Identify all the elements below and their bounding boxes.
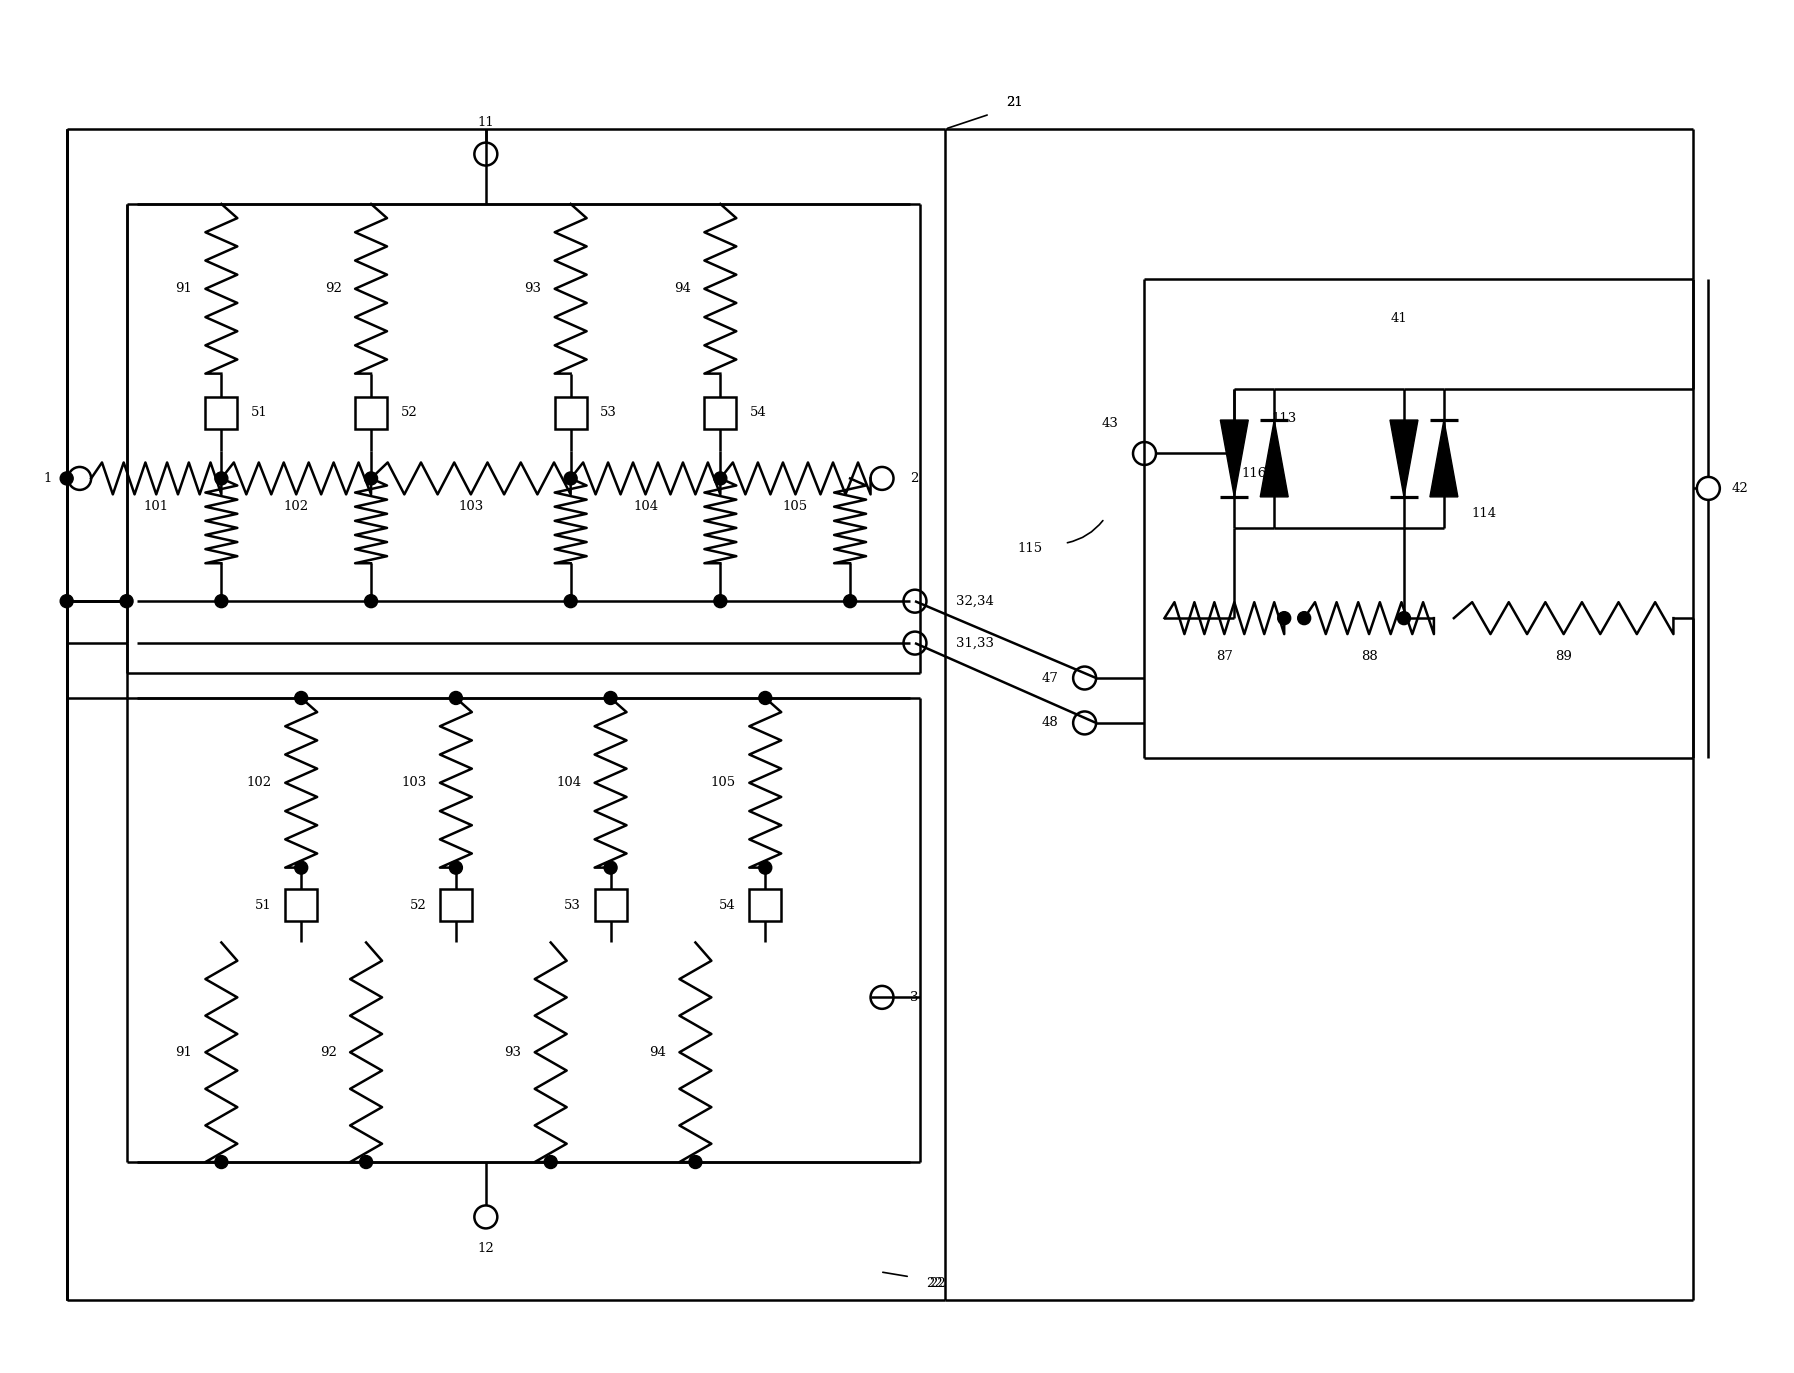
Text: 103: 103 bbox=[402, 776, 427, 789]
Text: 102: 102 bbox=[283, 500, 309, 514]
Text: 93: 93 bbox=[504, 1046, 522, 1059]
Circle shape bbox=[759, 861, 771, 875]
Circle shape bbox=[689, 1156, 701, 1168]
Text: 101: 101 bbox=[144, 500, 169, 514]
Text: 2: 2 bbox=[910, 472, 919, 485]
Text: 41: 41 bbox=[1390, 312, 1406, 325]
Circle shape bbox=[61, 595, 74, 608]
Polygon shape bbox=[1220, 420, 1249, 497]
Text: 93: 93 bbox=[524, 283, 542, 295]
Text: 104: 104 bbox=[556, 776, 581, 789]
Circle shape bbox=[294, 692, 309, 704]
Text: 22: 22 bbox=[926, 1277, 944, 1291]
Circle shape bbox=[450, 861, 463, 875]
Text: 104: 104 bbox=[633, 500, 658, 514]
Circle shape bbox=[563, 472, 578, 485]
Text: 115: 115 bbox=[1017, 542, 1042, 555]
Text: 92: 92 bbox=[325, 283, 341, 295]
Text: 43: 43 bbox=[1102, 417, 1118, 430]
Circle shape bbox=[364, 595, 377, 608]
Circle shape bbox=[215, 595, 228, 608]
Circle shape bbox=[544, 1156, 558, 1168]
Text: 47: 47 bbox=[1041, 671, 1058, 685]
Bar bbox=[594, 890, 626, 921]
Bar bbox=[554, 397, 587, 428]
Polygon shape bbox=[1259, 420, 1288, 497]
Text: 54: 54 bbox=[750, 406, 766, 419]
Text: 1: 1 bbox=[43, 472, 52, 485]
Text: 89: 89 bbox=[1555, 649, 1572, 663]
Circle shape bbox=[215, 472, 228, 485]
Text: 116: 116 bbox=[1241, 467, 1267, 481]
Circle shape bbox=[364, 472, 377, 485]
Polygon shape bbox=[1430, 420, 1459, 497]
Bar bbox=[355, 397, 388, 428]
Text: 94: 94 bbox=[675, 283, 691, 295]
Text: 88: 88 bbox=[1360, 649, 1378, 663]
Text: 114: 114 bbox=[1471, 507, 1496, 520]
Text: 12: 12 bbox=[477, 1243, 493, 1255]
Text: 51: 51 bbox=[251, 406, 267, 419]
Text: 52: 52 bbox=[409, 898, 427, 912]
Text: 113: 113 bbox=[1272, 412, 1297, 426]
Text: 11: 11 bbox=[477, 115, 493, 129]
Circle shape bbox=[605, 861, 617, 875]
Circle shape bbox=[759, 692, 771, 704]
Text: 42: 42 bbox=[1731, 482, 1749, 494]
Text: 102: 102 bbox=[248, 776, 273, 789]
Circle shape bbox=[450, 692, 463, 704]
Text: 21: 21 bbox=[1006, 96, 1023, 108]
Circle shape bbox=[563, 595, 578, 608]
Circle shape bbox=[1398, 611, 1410, 625]
Circle shape bbox=[1277, 611, 1290, 625]
Circle shape bbox=[359, 1156, 373, 1168]
Text: 94: 94 bbox=[649, 1046, 666, 1059]
Circle shape bbox=[1297, 611, 1311, 625]
Circle shape bbox=[61, 472, 74, 485]
Text: 51: 51 bbox=[255, 898, 271, 912]
Text: 105: 105 bbox=[710, 776, 736, 789]
Polygon shape bbox=[1390, 420, 1417, 497]
Circle shape bbox=[843, 595, 856, 608]
Text: 3: 3 bbox=[910, 991, 919, 1004]
Text: 103: 103 bbox=[457, 500, 484, 514]
Text: 91: 91 bbox=[176, 283, 192, 295]
Bar bbox=[705, 397, 736, 428]
Text: 105: 105 bbox=[782, 500, 807, 514]
Bar bbox=[750, 890, 780, 921]
Text: 32,34: 32,34 bbox=[956, 595, 994, 608]
Text: 48: 48 bbox=[1041, 717, 1058, 729]
Circle shape bbox=[605, 692, 617, 704]
Circle shape bbox=[714, 472, 727, 485]
Bar bbox=[285, 890, 318, 921]
Bar bbox=[205, 397, 237, 428]
Circle shape bbox=[215, 1156, 228, 1168]
Circle shape bbox=[714, 595, 727, 608]
Text: 22: 22 bbox=[929, 1277, 945, 1291]
Circle shape bbox=[294, 861, 309, 875]
Text: 87: 87 bbox=[1216, 649, 1232, 663]
Text: 53: 53 bbox=[565, 898, 581, 912]
Circle shape bbox=[120, 595, 133, 608]
Text: 52: 52 bbox=[400, 406, 418, 419]
Text: 92: 92 bbox=[319, 1046, 337, 1059]
Text: 21: 21 bbox=[1006, 96, 1023, 108]
Text: 54: 54 bbox=[719, 898, 736, 912]
Text: 53: 53 bbox=[601, 406, 617, 419]
Text: 31,33: 31,33 bbox=[956, 637, 994, 649]
Text: 91: 91 bbox=[176, 1046, 192, 1059]
Bar bbox=[440, 890, 472, 921]
